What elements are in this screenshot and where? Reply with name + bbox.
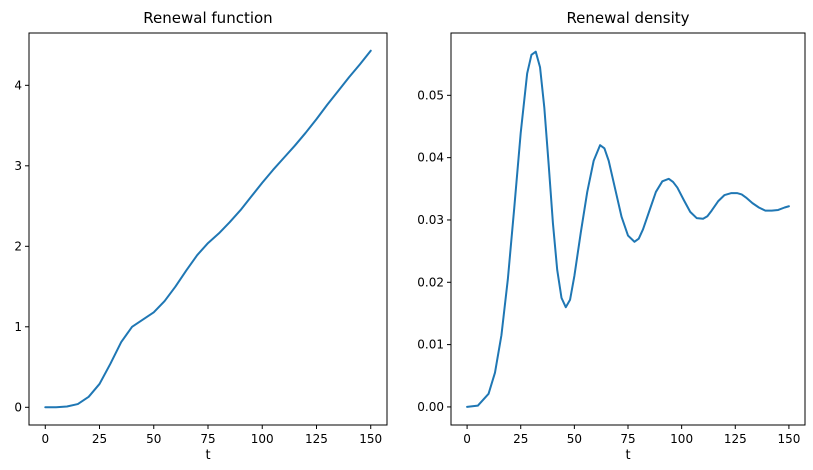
renewal-function-plot-frame [28,32,388,426]
renewal-function-xtick-label: 150 [359,432,382,446]
renewal-function-xtick-label: 0 [41,432,49,446]
renewal-density-xtick-label: 25 [513,432,528,446]
renewal-density-xtick-label: 75 [620,432,635,446]
renewal-function-title: Renewal function [143,9,272,27]
renewal-function-xtick-label: 25 [92,432,107,446]
renewal-density-xtick-label: 0 [463,432,471,446]
renewal-function-ytick-label: 3 [14,159,22,173]
renewal-function-xtick-label: 125 [305,432,328,446]
renewal-density-plot-frame [450,32,806,426]
renewal-function-xlabel: t [205,448,210,463]
renewal-function-xtick-label: 50 [146,432,161,446]
renewal-function-axes: Renewal function t 0 25 50 75 100 125 150 0 1 2 3 4 [14,9,388,463]
renewal-density-ytick-label: 0.00 [417,400,444,414]
renewal-density-xtick-label: 100 [670,432,693,446]
renewal-density-xtick-label: 150 [777,432,800,446]
renewal-density-ytick-label: 0.01 [417,338,444,352]
renewal-function-ytick-label: 2 [14,239,22,253]
renewal-function-ytick-label: 4 [14,78,22,92]
renewal-density-xtick-label: 50 [567,432,582,446]
renewal-density-ytick-label: 0.02 [417,275,444,289]
renewal-density-xtick-label: 125 [724,432,747,446]
renewal-density-ytick-label: 0.03 [417,213,444,227]
renewal-function-ytick-label: 0 [14,400,22,414]
renewal-function-ytick-label: 1 [14,320,22,334]
renewal-function-xtick-label: 100 [251,432,274,446]
renewal-density-title: Renewal density [566,9,689,27]
renewal-density-axes: Renewal density t 0 25 50 75 100 125 150 0.00 0.… [417,9,806,463]
renewal-function-xtick-label: 75 [200,432,215,446]
renewal-density-ytick-label: 0.04 [417,151,444,165]
renewal-density-ytick-label: 0.05 [417,88,444,102]
renewal-density-xlabel: t [625,448,630,463]
renewal-function-series-line-0 [44,49,372,409]
renewal-density-series-line-0 [466,50,790,408]
